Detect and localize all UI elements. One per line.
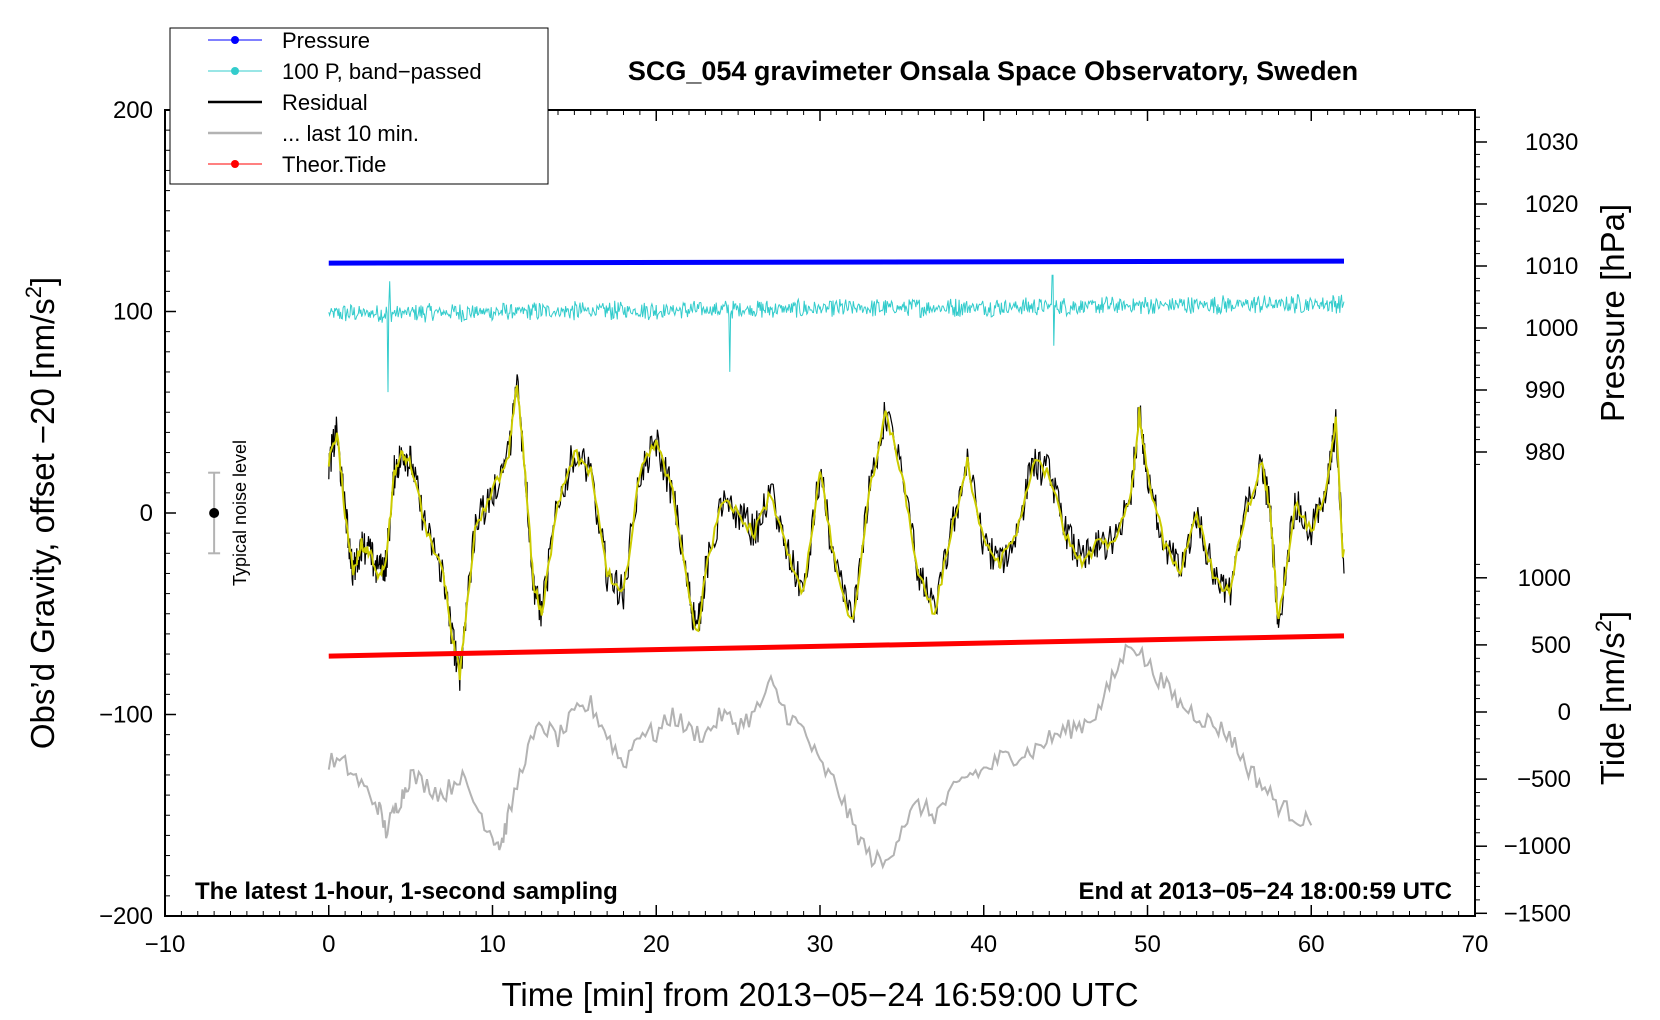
series-last10min-line (327, 643, 1313, 870)
tide-tick-label: −1000 (1504, 833, 1571, 860)
pressure-tick-label: 1010 (1525, 253, 1578, 280)
legend-label: 100 P, band−passed (282, 59, 482, 84)
tide-tick-label: −500 (1517, 766, 1571, 793)
x-tick-label: 70 (1462, 931, 1489, 958)
series-bandpassed-line (328, 274, 1345, 393)
series-layer (327, 258, 1345, 870)
legend-marker (231, 67, 239, 75)
x-axis-label: Time [min] from 2013−05−24 16:59:00 UTC (501, 976, 1138, 1013)
y-tick-label: 100 (113, 299, 153, 326)
chart-title: SCG_054 gravimeter Onsala Space Observat… (628, 56, 1358, 86)
legend-marker (231, 160, 239, 168)
x-tick-label: 0 (322, 931, 335, 958)
y-tick-label: −200 (99, 903, 153, 930)
tide-tick-label: −1500 (1504, 900, 1571, 927)
y-tick-label: 200 (113, 97, 153, 124)
x-tick-label: 40 (970, 931, 997, 958)
tide-axis: −1500 −1000 −500 0 500 1000 (1475, 563, 1571, 927)
y-axis: −200 −100 0 100 200 (99, 97, 176, 930)
legend: Pressure 100 P, band−passed Residual ... la… (169, 27, 549, 185)
annotation-sampling: The latest 1-hour, 1-second sampling (195, 878, 618, 905)
x-tick-label: −10 (145, 931, 186, 958)
tide-tick-label: 1000 (1518, 565, 1571, 592)
tide-tick-label: 0 (1558, 699, 1571, 726)
pressure-axis-label: Pressure [hPa] (1594, 204, 1631, 422)
legend-label: Theor.Tide (282, 152, 386, 177)
pressure-tick-label: 1020 (1525, 191, 1578, 218)
x-tick-label: 50 (1134, 931, 1161, 958)
noise-dot (209, 508, 220, 518)
y-tick-label: −100 (99, 702, 153, 729)
series-pressure-line (328, 258, 1345, 266)
annotation-end-time: End at 2013−05−24 18:00:59 UTC (1078, 878, 1452, 905)
legend-marker (231, 36, 239, 44)
legend-label: ... last 10 min. (282, 121, 419, 146)
legend-label: Residual (282, 90, 368, 115)
x-tick-label: 20 (643, 931, 670, 958)
pressure-tick-label: 1000 (1525, 315, 1578, 342)
pressure-tick-label: 990 (1525, 377, 1565, 404)
y-tick-label: 0 (140, 500, 153, 527)
minor-ticks (165, 110, 1460, 916)
series-residual-line (328, 374, 1345, 691)
y-axis-label: Obs’d Gravity, offset −20 [nm/s2] (21, 277, 61, 749)
tide-tick-label: 500 (1531, 632, 1571, 659)
pressure-tick-label: 1030 (1525, 129, 1578, 156)
pressure-axis: 980 990 1000 1010 1020 1030 (1475, 116, 1578, 466)
x-tick-label: 60 (1298, 931, 1325, 958)
x-tick-label: 10 (479, 931, 506, 958)
noise-label: Typical noise level (230, 440, 250, 586)
noise-level-indicator: Typical noise level (208, 440, 250, 586)
legend-box (169, 27, 549, 185)
x-axis: −10 0 10 20 30 40 50 60 70 (145, 110, 1489, 958)
pressure-tick-label: 980 (1525, 439, 1565, 466)
tide-axis-label: Tide [nm/s2] (1591, 611, 1631, 785)
x-tick-label: 30 (807, 931, 834, 958)
series-tide-line (328, 633, 1345, 659)
series-residual-smoothed-line (327, 385, 1345, 681)
legend-label: Pressure (282, 28, 370, 53)
